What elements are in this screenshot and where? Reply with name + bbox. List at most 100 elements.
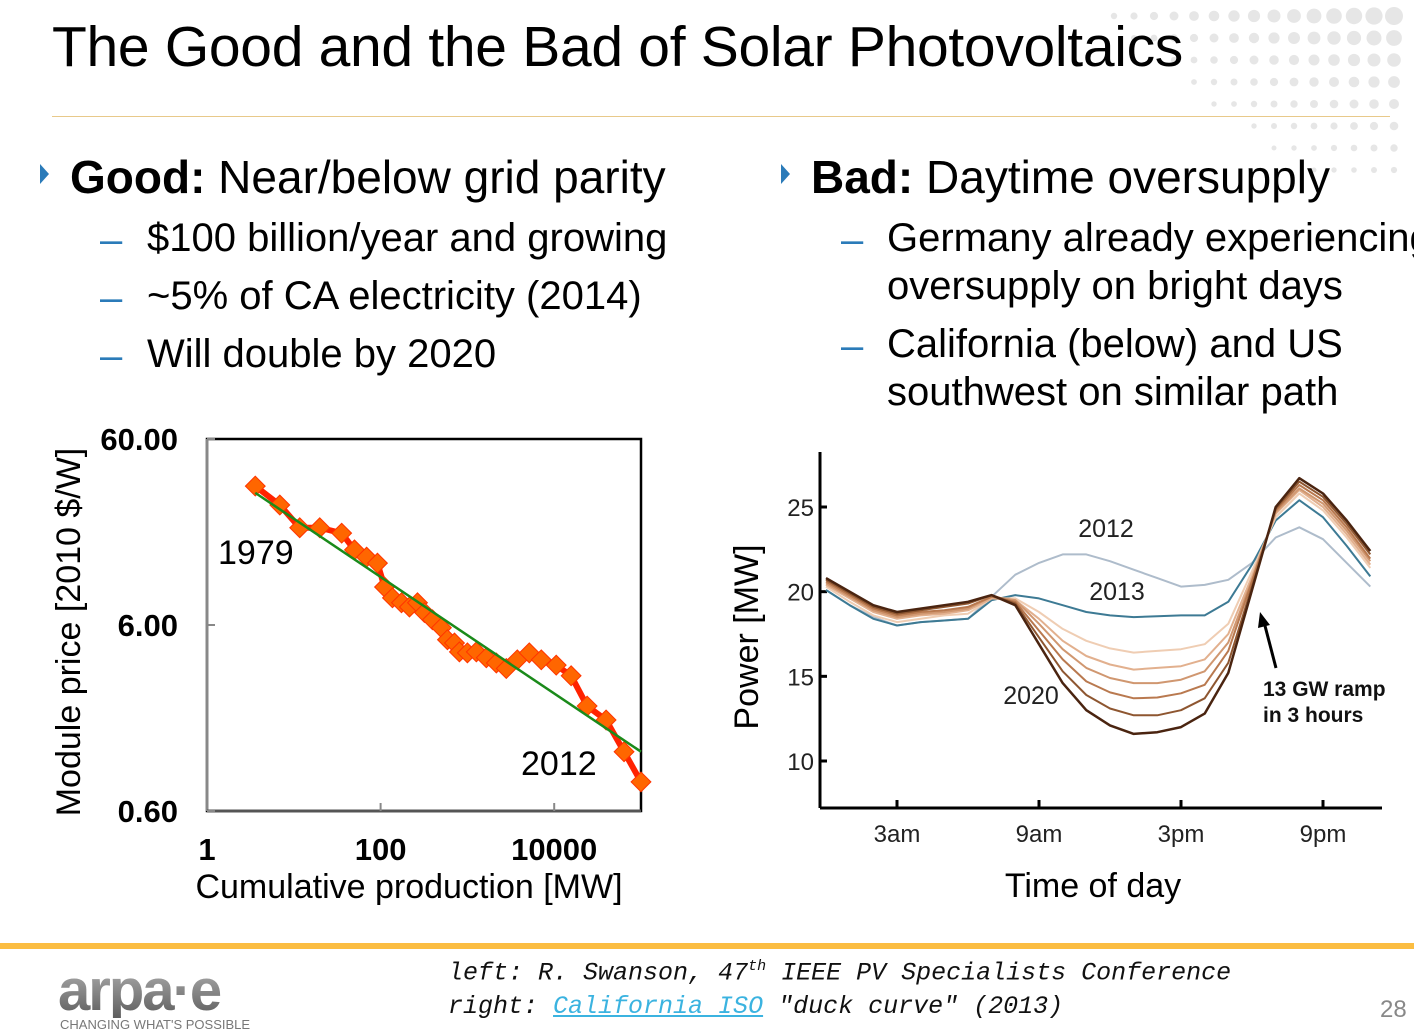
decorative-dot <box>1251 123 1257 129</box>
label-2012: 2012 <box>1078 515 1134 543</box>
decorative-dot <box>1269 55 1279 65</box>
california-iso-link[interactable]: California ISO <box>553 992 764 1021</box>
decorative-dot <box>1250 78 1258 86</box>
y-tick-label: 60.00 <box>100 422 178 457</box>
decorative-dot <box>1211 101 1217 107</box>
decorative-dot <box>1189 33 1199 43</box>
label-2013: 2013 <box>1089 578 1145 606</box>
bad-item-line: Germany already experiencing <box>887 216 1414 260</box>
decorative-dot <box>1209 33 1219 43</box>
y-tick-label: 15 <box>787 664 814 691</box>
decorative-dot <box>1348 76 1360 88</box>
decorative-dot <box>1388 76 1400 88</box>
decorative-dot <box>1367 53 1381 67</box>
citation-text: left: R. Swanson, 47 <box>448 958 749 988</box>
data-point <box>366 552 389 574</box>
decorative-dot <box>1329 99 1339 109</box>
data-point <box>289 517 311 539</box>
y-axis-label: Module price [2010 $/W] <box>50 448 88 817</box>
decorative-dot <box>1130 12 1138 20</box>
decorative-dot <box>1389 99 1399 109</box>
good-item: ~5% of CA electricity (2014) <box>147 274 642 318</box>
x-tick-label: 3am <box>874 821 921 848</box>
ramp-arrowhead-icon <box>1258 612 1270 628</box>
decorative-dot <box>1311 145 1317 151</box>
decorative-dot <box>1191 79 1197 85</box>
decorative-dot <box>1170 56 1178 64</box>
decorative-dot <box>1390 144 1398 152</box>
decorative-dot <box>1287 9 1301 23</box>
decorative-dot <box>1291 145 1297 151</box>
decorative-dot <box>1229 33 1239 43</box>
citation-left: left: R. Swanson, 47th IEEE PV Specialis… <box>448 958 1231 987</box>
good-heading: Good: Near/below grid parity <box>70 150 666 204</box>
x-axis-label: Time of day <box>1005 867 1181 905</box>
ramp-annotation: 13 GW ramp <box>1263 678 1386 701</box>
decorative-dot <box>1330 122 1338 130</box>
x-tick-label: 9pm <box>1300 821 1347 848</box>
decorative-dot <box>1390 166 1398 174</box>
decorative-dot <box>1210 56 1218 64</box>
y-tick-label: 20 <box>787 580 814 607</box>
decorative-dot <box>1327 31 1341 45</box>
decorative-dot <box>1271 123 1277 129</box>
annotation-1979: 1979 <box>218 534 294 572</box>
x-axis-label: Cumulative production [MW] <box>195 868 622 906</box>
decorative-dot <box>1350 144 1358 152</box>
title-divider <box>52 116 1390 117</box>
decorative-dot <box>1269 77 1279 87</box>
dash-icon: – <box>100 276 123 320</box>
logo-tagline: CHANGING WHAT'S POSSIBLE <box>60 1017 251 1032</box>
bad-item-line: oversupply on bright days <box>887 264 1343 308</box>
decorative-dot <box>1328 54 1340 66</box>
good-text: Near/below grid parity <box>205 151 666 203</box>
decorative-dot <box>1247 9 1261 23</box>
decorative-dot <box>1386 30 1402 46</box>
ramp-annotation: in 3 hours <box>1263 704 1363 727</box>
decorative-dot <box>1228 10 1240 22</box>
decorative-dot <box>1349 99 1359 109</box>
decorative-dot <box>1331 167 1337 173</box>
bad-item: Germany already experiencing oversupply o… <box>887 214 1414 310</box>
x-tick-label: 9am <box>1016 821 1063 848</box>
label-2020: 2020 <box>1003 682 1059 710</box>
decorative-dot <box>1149 11 1159 21</box>
decorative-dot <box>1170 34 1178 42</box>
series-line-2020 <box>825 476 1372 736</box>
citation-text: right: <box>448 992 554 1021</box>
slide-title: The Good and the Bad of Solar Photovolta… <box>52 15 1183 79</box>
data-point <box>331 522 353 544</box>
page-number: 28 <box>1380 996 1407 1023</box>
decorative-dot <box>1387 53 1401 67</box>
decorative-dot <box>1347 53 1361 67</box>
citation-sup: th <box>748 958 767 975</box>
bullet-arrow-icon <box>40 164 49 184</box>
dash-icon: – <box>841 218 864 262</box>
decorative-dot <box>1310 122 1318 130</box>
decorative-dot <box>1288 54 1300 66</box>
decorative-dot <box>1208 10 1220 22</box>
bad-label: Bad: <box>811 151 914 203</box>
decorative-dot <box>1329 77 1339 87</box>
duck-curve-plot: 25 20 15 10 3am 9am 3pm 9pm Time of day Power [MW… <box>728 452 1386 905</box>
decorative-dot <box>1250 100 1258 108</box>
decorative-dot <box>1131 35 1137 41</box>
decorative-dot <box>1351 167 1357 173</box>
decorative-dot <box>1346 30 1362 46</box>
series-line-intermediate-4 <box>825 487 1372 685</box>
citation-right: right: California ISO "duck curve" (2013… <box>448 992 1063 1021</box>
decorative-dot <box>1268 32 1280 44</box>
bullet-arrow-icon <box>781 164 790 184</box>
decorative-dot <box>1271 145 1277 151</box>
annotation-2012: 2012 <box>521 745 597 783</box>
good-label: Good: <box>70 151 206 203</box>
decorative-dot <box>1389 121 1399 131</box>
good-item: $100 billion/year and growing <box>147 216 668 260</box>
decorative-dot <box>1366 30 1382 46</box>
decorative-dot <box>1290 122 1298 130</box>
decorative-dot <box>1309 77 1319 87</box>
decorative-dot <box>1330 144 1338 152</box>
trend-line <box>254 491 642 753</box>
data-point <box>560 665 582 687</box>
